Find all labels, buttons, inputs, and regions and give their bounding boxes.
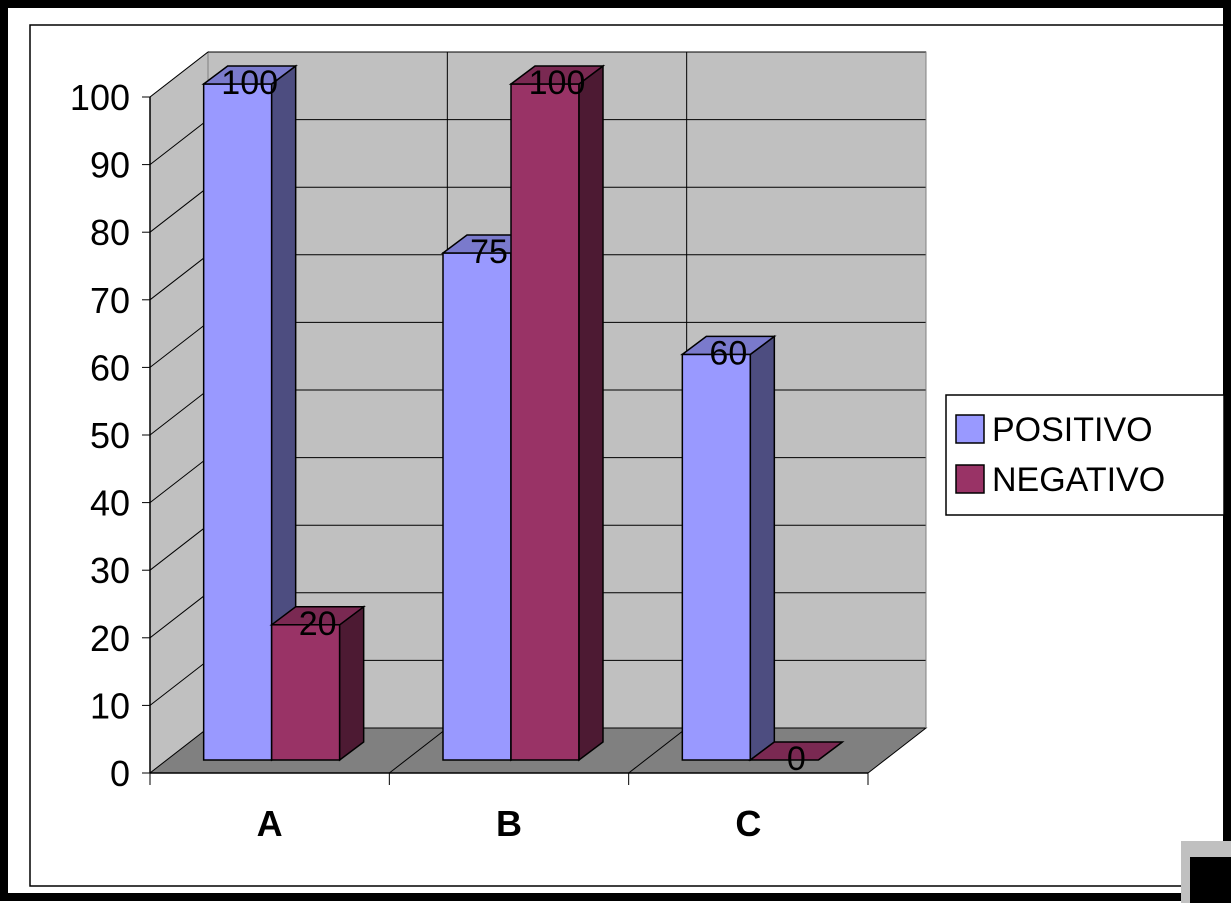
bar-top-negativo-A bbox=[269, 606, 366, 626]
legend-label: NEGATIVO bbox=[992, 461, 1165, 499]
bar-front-positivo-C bbox=[681, 353, 752, 761]
x-tick-label: B bbox=[496, 803, 522, 844]
gridline-side bbox=[149, 322, 209, 368]
legend-box bbox=[945, 394, 1225, 516]
gridline-side bbox=[149, 524, 209, 571]
bar-top-positivo-C bbox=[680, 335, 777, 356]
gridline-side bbox=[149, 254, 209, 301]
y-tick-label: 60 bbox=[90, 347, 130, 388]
bar-front-negativo-A bbox=[270, 624, 341, 761]
bar-side-negativo-A bbox=[338, 605, 365, 762]
bar-front-negativo-B bbox=[510, 83, 580, 761]
y-tick-label: 0 bbox=[110, 753, 130, 794]
legend-label: POSITIVO bbox=[992, 411, 1153, 449]
y-tick-label: 90 bbox=[90, 145, 130, 186]
y-tick-label: 100 bbox=[70, 77, 130, 118]
x-tick-label: A bbox=[257, 803, 283, 844]
gridline-side bbox=[149, 592, 209, 639]
bar-front-positivo-B bbox=[442, 252, 512, 761]
legend-swatch bbox=[955, 414, 985, 444]
gridline-side bbox=[149, 51, 209, 98]
gridline-side bbox=[149, 186, 209, 233]
data-label: 60 bbox=[709, 334, 747, 372]
y-tick-label: 70 bbox=[90, 280, 130, 321]
gridline-side bbox=[149, 389, 209, 436]
bar-side-positivo-C bbox=[749, 334, 776, 762]
y-tick-label: 10 bbox=[90, 685, 130, 726]
bar-top-negativo-B bbox=[508, 65, 606, 85]
bars bbox=[201, 64, 845, 762]
gridline-side bbox=[149, 457, 209, 503]
data-label: 0 bbox=[787, 740, 806, 778]
y-tick-label: 80 bbox=[90, 212, 130, 253]
data-label: 75 bbox=[470, 233, 508, 271]
corner-handle-inner bbox=[1190, 857, 1231, 903]
gridline-side bbox=[149, 119, 209, 165]
y-tick-label: 40 bbox=[90, 483, 130, 524]
data-labels: 100 20 75 100 60 0 bbox=[221, 64, 805, 778]
x-tick-label: C bbox=[735, 803, 761, 844]
inner-frame bbox=[29, 24, 1226, 887]
data-label: 100 bbox=[529, 64, 586, 102]
bar-top-positivo-A bbox=[201, 65, 298, 85]
gridline-side bbox=[149, 660, 209, 706]
bar-front-positivo-A bbox=[202, 83, 273, 761]
y-tick-label: 50 bbox=[90, 415, 130, 456]
bar-top-negativo-C bbox=[748, 741, 845, 761]
floor-divider bbox=[389, 727, 448, 774]
y-tick-label: 30 bbox=[90, 550, 130, 591]
legend: POSITIVO NEGATIVO bbox=[945, 394, 1225, 516]
bar-side-negativo-B bbox=[578, 64, 604, 762]
floor-divider bbox=[628, 727, 687, 774]
data-label: 100 bbox=[221, 64, 278, 102]
legend-swatch bbox=[955, 464, 985, 494]
axes: 0 10 20 30 40 50 60 70 80 90 100 A B C bbox=[70, 77, 869, 844]
y-tick-label: 20 bbox=[90, 618, 130, 659]
data-label: 20 bbox=[299, 605, 337, 643]
